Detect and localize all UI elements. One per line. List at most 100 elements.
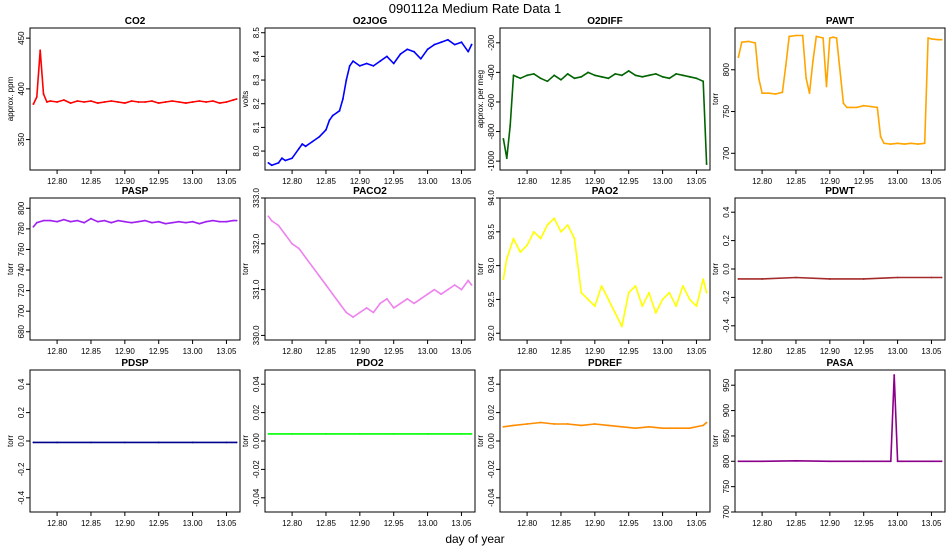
panel-paco2: PACO2 12.80 12.85 12.90 12.95 13.00 13.05 330.0… [241,186,476,356]
data-point [225,101,228,103]
data-point [433,43,436,46]
y-axis-label: torr [241,263,250,275]
data-point [90,100,92,102]
data-point [232,219,235,222]
data-point [519,251,522,253]
data-point [930,37,933,40]
x-tick-label: 12.95 [384,177,405,186]
data-point [301,143,304,145]
y-tick-label: 0.4 [17,378,26,390]
x-tick-label: 12.85 [786,519,807,528]
y-tick-label: 332.0 [252,233,261,254]
x-tick-label: 13.00 [653,347,674,356]
data-point [205,220,208,223]
data-point [392,62,395,65]
y-tick-label: 700 [722,505,731,519]
data-point [267,215,270,218]
data-point [675,72,678,75]
data-point [795,276,797,279]
y-tick-label: 720 [17,283,26,297]
data-point [123,102,126,104]
data-point [502,278,505,281]
panel-pdo2: PDO2 12.80 12.85 12.90 12.95 13.00 13.05 -0.04 -… [241,358,476,528]
data-point [267,162,270,164]
data-point [607,424,610,427]
data-point [281,157,283,160]
data-point [453,43,456,46]
data-point [460,41,463,44]
panel-title: O2JOG [353,16,388,27]
data-point [467,279,470,282]
y-tick-label: 0.02 [252,404,261,420]
data-point [560,78,562,81]
data-point [560,230,562,233]
y-tick-label: 800 [17,201,26,215]
data-point [447,38,449,41]
y-axis-label: torr [476,435,485,447]
data-point [103,101,106,103]
x-tick-label: 12.80 [47,347,68,356]
data-point [406,48,409,51]
data-point [235,98,238,100]
series-line-paco2 [267,215,473,318]
data-point [372,64,375,67]
y-tick-label: -0.04 [252,488,261,507]
data-point [232,99,235,101]
data-point [737,278,740,280]
data-point [467,50,470,53]
x-tick-label: 13.00 [418,519,439,528]
data-point [682,285,684,287]
data-point [896,276,899,279]
x-tick-label: 12.90 [115,177,136,186]
data-point [883,142,885,145]
data-point [627,69,630,72]
x-tick-label: 12.90 [350,177,371,186]
data-point [151,221,153,224]
data-point [171,221,174,224]
x-tick-label: 13.00 [183,347,204,356]
x-tick-label: 12.90 [350,347,371,356]
data-point [573,77,576,80]
x-tick-label: 12.80 [47,519,68,528]
series-line-pdwt [738,276,942,280]
data-point [62,99,65,101]
data-point [795,34,797,37]
data-point [338,302,341,305]
data-point [842,102,845,105]
x-tick-label: 12.85 [81,519,102,528]
data-point [157,102,160,104]
y-tick-label: 93.0 [487,257,496,273]
data-point [879,135,882,138]
x-tick-label: 12.90 [820,519,841,528]
data-point [56,101,58,103]
panel-pasp: PASP 12.80 12.85 12.90 12.95 13.00 13.05 680 700… [6,186,241,356]
data-point [940,276,943,279]
y-tick-label: 0.00 [252,433,261,449]
data-point [90,441,92,444]
x-tick-label: 12.85 [81,177,102,186]
data-point [761,92,763,95]
y-tick-label: -800 [487,123,496,140]
data-point [358,64,361,67]
data-point [178,220,180,223]
data-point [593,305,596,308]
panel-pasa: PASA 12.80 12.85 12.90 12.95 13.00 13.05 700 750… [711,358,946,528]
data-point [440,41,443,44]
data-point [688,298,691,301]
data-point [453,284,456,286]
data-point [358,433,361,435]
data-point [42,93,45,95]
data-point [235,441,238,444]
data-point [668,77,671,80]
panel-title: PDSP [121,358,149,369]
y-tick-label: 94.0 [487,190,496,206]
data-point [661,298,664,301]
data-point [440,293,443,296]
x-tick-label: 13.05 [686,347,707,356]
data-point [284,159,287,162]
data-point [815,35,818,38]
data-point [553,423,556,425]
data-point [318,274,321,277]
x-tick-label: 12.85 [316,519,337,528]
